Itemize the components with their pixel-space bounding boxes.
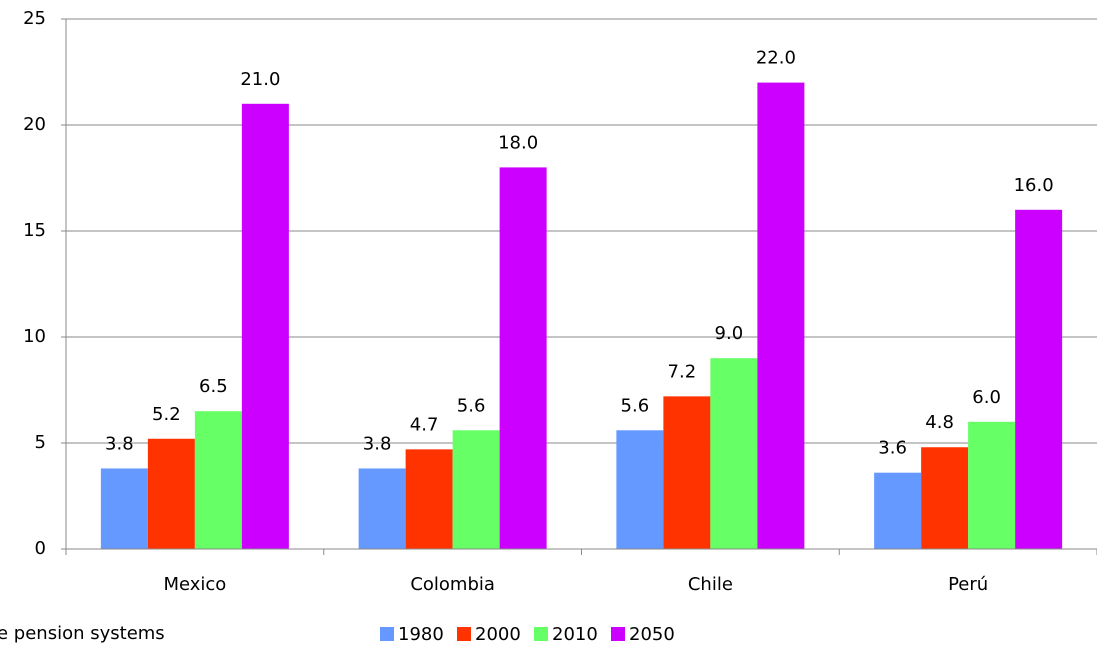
data-label: 6.0 — [972, 387, 1001, 408]
data-label: 3.8 — [105, 433, 134, 454]
y-tick-label: 0 — [35, 538, 46, 559]
bar — [405, 449, 453, 549]
bar — [710, 358, 758, 549]
bar — [874, 472, 922, 549]
bar — [241, 103, 289, 550]
x-tick-label: Colombia — [410, 574, 495, 595]
annotation: e pension systems — [0, 623, 165, 644]
bar — [147, 438, 195, 549]
bar — [968, 421, 1016, 549]
data-label: 3.6 — [878, 438, 907, 459]
bar — [100, 468, 148, 549]
data-label: 21.0 — [240, 69, 280, 90]
data-label: 16.0 — [1014, 175, 1054, 196]
legend-swatch — [534, 627, 548, 641]
y-tick-label: 5 — [35, 432, 46, 453]
data-label: 6.5 — [199, 376, 228, 397]
data-label: 5.6 — [621, 395, 650, 416]
x-tick-label: Perú — [948, 574, 988, 595]
bar — [616, 430, 664, 549]
x-tick-label: Chile — [688, 574, 733, 595]
bar — [921, 447, 969, 549]
data-label: 5.6 — [457, 395, 486, 416]
data-label: 4.7 — [410, 414, 439, 435]
y-tick-label: 10 — [23, 326, 46, 347]
x-tick-label: Mexico — [163, 574, 226, 595]
legend-label: 2050 — [629, 624, 675, 645]
bar — [757, 82, 805, 549]
bar — [1015, 209, 1063, 550]
bar — [663, 396, 711, 549]
bar — [499, 167, 547, 549]
legend-label: 1980 — [398, 624, 444, 645]
bar — [194, 411, 242, 549]
legend-swatch — [457, 627, 471, 641]
bar — [358, 468, 406, 549]
data-label: 9.0 — [715, 323, 744, 344]
y-tick-label: 15 — [23, 220, 46, 241]
y-tick-label: 25 — [23, 8, 46, 29]
y-tick-label: 20 — [23, 114, 46, 135]
bar — [452, 430, 500, 549]
data-label: 5.2 — [152, 404, 181, 425]
data-label: 18.0 — [498, 132, 538, 153]
data-label: 4.8 — [925, 412, 954, 433]
data-label: 7.2 — [668, 361, 697, 382]
legend-swatch — [380, 627, 394, 641]
legend-swatch — [611, 627, 625, 641]
data-label: 22.0 — [756, 48, 796, 69]
data-label: 3.8 — [363, 433, 392, 454]
legend-label: 2000 — [475, 624, 521, 645]
legend-label: 2010 — [552, 624, 598, 645]
